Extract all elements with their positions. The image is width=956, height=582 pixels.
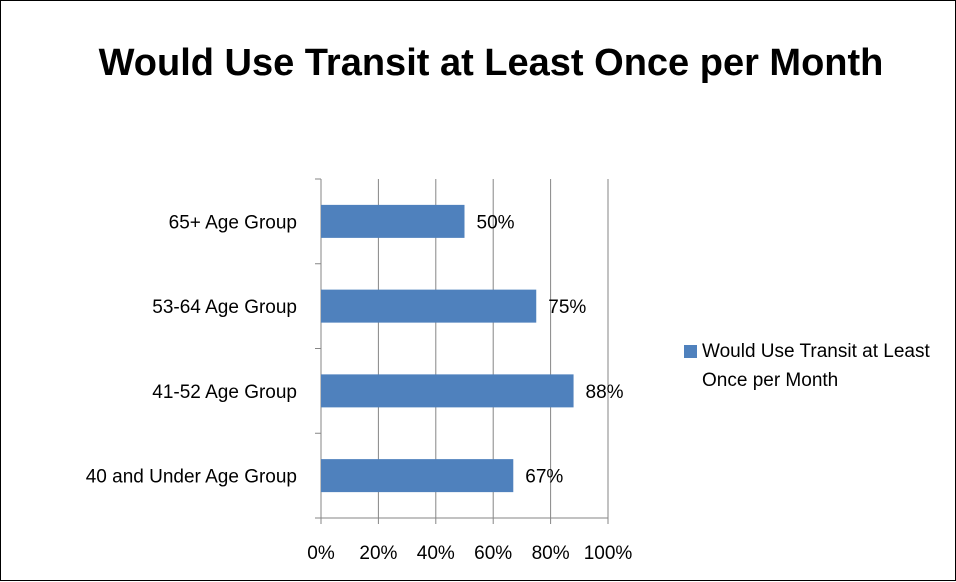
chart-title: Would Use Transit at Least Once per Mont… [98,42,884,84]
bar [321,459,514,493]
bar [321,289,537,323]
y-tick-label: 65+ Age Group [169,212,297,233]
data-label: 88% [586,382,624,403]
legend-swatch [684,345,697,358]
y-tick-label: 53-64 Age Group [152,297,297,318]
x-tick-label: 100% [584,543,633,564]
bar [321,374,574,408]
legend-label: Would Use Transit at Least Once per Mont… [702,341,930,391]
data-label: 75% [548,297,586,318]
y-tick-label: 40 and Under Age Group [86,467,297,488]
data-label: 67% [525,467,563,488]
x-tick-label: 80% [532,543,570,564]
x-tick-label: 0% [307,543,335,564]
bar [321,204,465,238]
y-tick-label: 41-52 Age Group [152,382,297,403]
data-label: 50% [477,212,515,233]
x-tick-label: 40% [417,543,455,564]
x-tick-label: 60% [474,543,512,564]
x-tick-label: 20% [359,543,397,564]
